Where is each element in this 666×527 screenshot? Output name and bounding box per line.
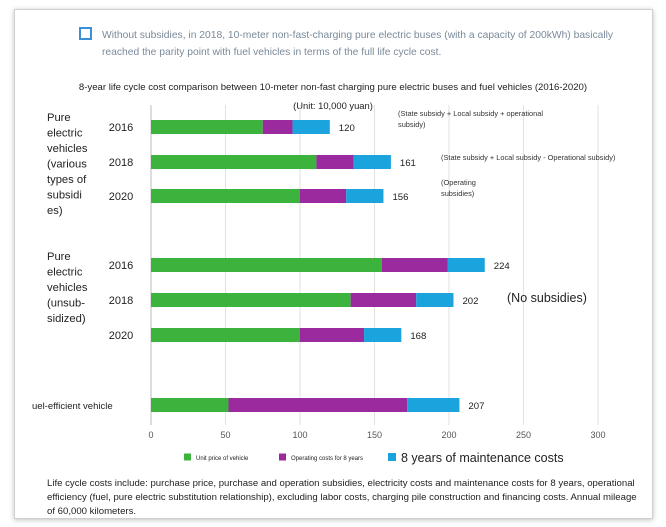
bar-segment [416,293,454,307]
bar-segment [151,398,229,412]
chart-unit: (Unit: 10,000 yuan) [293,100,373,111]
legend-swatch [388,453,396,461]
year-label: 2018 [109,157,133,169]
bar-segment [151,293,351,307]
bar-segment [292,120,330,134]
bar-segment [407,398,460,412]
bar-total-label: 161 [400,158,416,169]
group-label-line: subsidi [47,190,82,202]
bar-segment [300,189,347,203]
legend-label: 8 years of maintenance costs [401,451,564,465]
bar-segment [353,155,391,169]
group-label-line: Pure [47,112,71,124]
bar-segment [381,258,448,272]
bar-segment [262,120,293,134]
bar-segment [350,293,417,307]
year-label: 2016 [109,122,133,134]
x-tick-label: 100 [292,430,307,440]
legend-label: Unit price of vehicle [196,456,249,462]
bar-segment [151,328,300,342]
bar-total-label: 202 [462,296,478,307]
x-tick-label: 300 [590,430,605,440]
checkbox-icon [79,27,92,40]
group-label-line: uel-efficient vehicle [32,401,113,412]
group-label-line: (unsub- [47,298,85,310]
footnote-text: Life cycle costs include: purchase price… [47,478,637,517]
group-label-line: es) [47,205,63,217]
bar-segment [151,120,263,134]
bar-segment [300,328,365,342]
group-label-line: Pure [47,251,71,263]
bar-annotation: (State subsidy + Local subsidy - Operati… [441,153,615,162]
x-tick-label: 200 [441,430,456,440]
bar-annotation: subsidies) [441,189,474,198]
bar-annotation: (State subsidy + Local subsidy + operati… [398,109,543,118]
year-label: 2020 [109,191,133,203]
group-label-line: electric [47,128,83,140]
bar-total-label: 120 [339,123,355,134]
group-label-line: vehicles [47,282,88,294]
bar-segment [447,258,485,272]
no-subsidies-annotation: (No subsidies) [507,291,587,305]
intro-text: Without subsidies, in 2018, 10-meter non… [102,30,614,58]
year-label: 2020 [109,330,133,342]
bar-annotation: (Operating [441,178,476,187]
chart-title: 8-year life cycle cost comparison betwee… [78,82,588,93]
x-tick-label: 150 [367,430,382,440]
group-label-line: vehicles [47,143,88,155]
group-label-line: electric [47,267,83,279]
bar-annotation: subsidy) [398,120,426,129]
x-tick-label: 50 [220,430,230,440]
bar-segment [228,398,408,412]
group-label-line: (various [47,159,87,171]
bar-segment [151,155,317,169]
bar-segment [151,258,382,272]
legend-swatch [184,453,191,461]
bar-total-label: 156 [392,192,408,203]
year-label: 2018 [109,295,133,307]
year-label: 2016 [109,260,133,272]
bar-segment [151,189,300,203]
bar-segment [346,189,384,203]
bar-total-label: 168 [410,331,426,342]
x-tick-label: 250 [516,430,531,440]
legend-label: Operating costs for 8 years [291,456,363,462]
bar-total-label: 224 [494,261,511,272]
legend-swatch [279,453,286,461]
x-tick-label: 0 [148,430,153,440]
bar-total-label: 207 [468,401,484,412]
group-label-line: sidized) [47,313,86,325]
bar-segment [316,155,354,169]
bar-segment [364,328,402,342]
group-label-line: types of [47,174,87,186]
